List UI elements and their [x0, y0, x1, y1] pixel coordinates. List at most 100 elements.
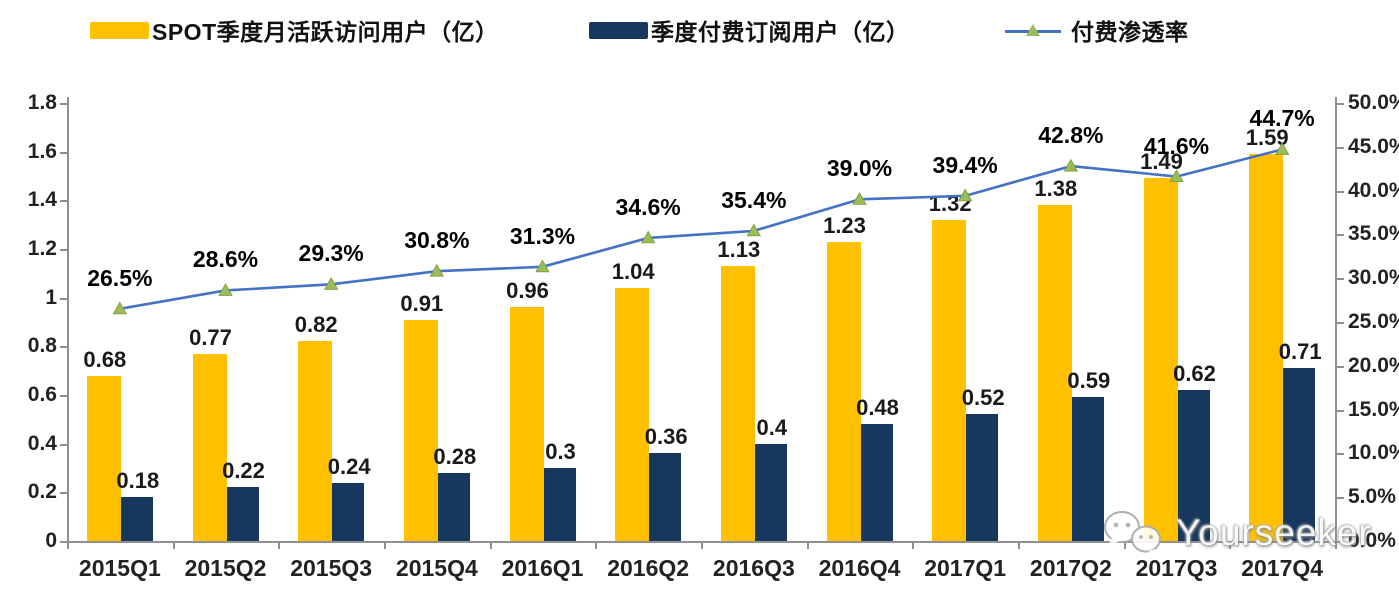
- x-axis-tick: [384, 543, 386, 549]
- right-axis-tick-label: 35.0%: [1348, 222, 1399, 246]
- penetration-value-label: 35.4%: [721, 186, 787, 213]
- right-axis-tick: [1337, 453, 1344, 456]
- penetration-value-label: 44.7%: [1249, 105, 1315, 132]
- left-axis-tick: [60, 151, 67, 154]
- right-axis-tick: [1337, 234, 1344, 237]
- mau-bar-2016Q1: [509, 307, 544, 541]
- left-axis-tick: [60, 297, 67, 300]
- x-axis-category-label: 2017Q2: [1029, 555, 1112, 581]
- left-axis-tick-label: 0.6: [27, 383, 57, 406]
- mau-bar-2017Q3: [1143, 178, 1178, 541]
- mau-bar-2015Q2: [192, 353, 227, 541]
- subscribers-bar-2015Q1: [120, 497, 153, 541]
- left-axis-tick-label: 1.4: [27, 188, 57, 212]
- subscribers-bar-2016Q4: [860, 424, 893, 541]
- x-axis-category-label: 2017Q1: [924, 555, 1007, 581]
- left-axis-tick: [60, 103, 67, 105]
- left-axis-tick: [60, 395, 67, 397]
- subscribers-value-label: 0.36: [644, 424, 688, 450]
- left-axis-tick: [60, 492, 67, 495]
- x-axis-tick: [67, 543, 69, 549]
- x-axis-tick: [278, 543, 281, 549]
- legend-item-subscribers: 季度付费订阅用户（亿）: [589, 12, 910, 48]
- line-marker: [429, 263, 445, 277]
- subscribers-value-label: 0.52: [961, 385, 1005, 411]
- legend-item-penetration: 付费渗透率: [1005, 12, 1189, 48]
- x-axis-tick: [912, 543, 915, 549]
- left-axis-tick-label: 0.8: [27, 334, 57, 358]
- x-axis-tick: [172, 543, 175, 549]
- right-axis-tick: [1337, 146, 1344, 149]
- penetration-legend-label: 付费渗透率: [1071, 19, 1189, 45]
- x-axis-category-label: 2017Q4: [1241, 555, 1324, 581]
- subscribers-bar-2015Q2: [226, 487, 259, 541]
- penetration-value-label: 29.3%: [298, 240, 364, 267]
- right-axis-tick: [1337, 541, 1344, 543]
- subscribers-bar-2016Q2: [649, 453, 682, 541]
- x-axis-category-label: 2015Q1: [78, 555, 161, 581]
- subscribers-bar-2016Q3: [754, 443, 787, 541]
- penetration-value-label: 39.4%: [932, 151, 998, 178]
- penetration-value-label: 42.8%: [1038, 122, 1104, 149]
- x-axis-category-label: 2015Q4: [395, 555, 478, 581]
- subscribers-value-label: 0.24: [327, 453, 371, 479]
- right-axis-tick-label: 50.0%: [1348, 91, 1399, 114]
- left-axis-tick-label: 0: [45, 529, 57, 552]
- right-axis-tick-label: 45.0%: [1348, 134, 1399, 158]
- subscribers-value-label: 0.4: [756, 414, 788, 440]
- x-axis-tick: [595, 543, 598, 549]
- x-axis-category-label: 2015Q3: [290, 555, 373, 581]
- mau-value-label: 1.49: [1140, 149, 1183, 175]
- subscribers-value-label: 0.48: [856, 395, 899, 421]
- mau-bar-2015Q1: [86, 375, 121, 541]
- right-axis-tick-label: 5.0%: [1348, 485, 1396, 509]
- line-marker: [218, 283, 233, 296]
- x-axis-category-label: 2016Q3: [712, 555, 795, 581]
- mau-bar-2017Q2: [1037, 205, 1072, 541]
- mau-bar-2016Q4: [826, 241, 861, 541]
- mau-value-label: 1.38: [1034, 176, 1078, 202]
- right-axis-tick-label: 15.0%: [1348, 397, 1399, 421]
- mau-bar-2016Q3: [720, 266, 755, 541]
- penetration-value-label: 28.6%: [192, 246, 259, 273]
- right-axis-tick: [1337, 322, 1344, 324]
- penetration-value-label: 31.3%: [509, 222, 576, 249]
- right-axis-tick: [1337, 278, 1344, 281]
- subscribers-bar-2016Q1: [543, 468, 576, 541]
- line-marker: [112, 301, 128, 315]
- x-axis-category-label: 2016Q1: [501, 555, 584, 581]
- line-marker: [1274, 142, 1290, 155]
- penetration-value-label: 41.6%: [1143, 132, 1210, 159]
- line-marker: [852, 192, 867, 205]
- left-axis-tick: [60, 346, 67, 349]
- mau-value-label: 1.13: [717, 237, 761, 263]
- right-axis-tick: [1337, 497, 1344, 500]
- mau-bar-2015Q3: [298, 341, 333, 541]
- right-axis-tick: [1337, 409, 1344, 412]
- right-axis-tick-label: 25.0%: [1348, 310, 1399, 333]
- mau-value-label: 0.91: [400, 290, 444, 316]
- x-axis-tick: [489, 543, 492, 549]
- left-axis-tick: [60, 541, 67, 543]
- right-axis-tick: [1337, 103, 1344, 105]
- left-axis-tick-label: 1.8: [27, 91, 57, 114]
- mau-value-label: 1.23: [823, 212, 866, 238]
- x-axis-category-label: 2016Q2: [607, 555, 690, 581]
- line-marker: [1169, 169, 1184, 182]
- right-axis-tick-label: 40.0%: [1348, 178, 1399, 202]
- right-axis-line: [1335, 97, 1337, 542]
- right-axis-tick: [1337, 365, 1344, 368]
- right-axis-tick-label: 10.0%: [1348, 441, 1399, 465]
- penetration-value-label: 26.5%: [87, 264, 153, 291]
- x-axis-tick: [701, 543, 703, 549]
- subscribers-legend-swatch: [589, 21, 648, 39]
- left-axis-tick: [60, 249, 67, 251]
- subscribers-value-label: 0.22: [222, 458, 265, 484]
- subscribers-bar-2015Q3: [332, 482, 365, 541]
- mau-bar-2017Q1: [932, 219, 967, 541]
- mau-bar-2017Q4: [1249, 154, 1284, 541]
- left-axis-line: [67, 97, 69, 542]
- subscribers-bar-2017Q2: [1071, 397, 1104, 541]
- mau-value-label: 0.77: [189, 324, 232, 350]
